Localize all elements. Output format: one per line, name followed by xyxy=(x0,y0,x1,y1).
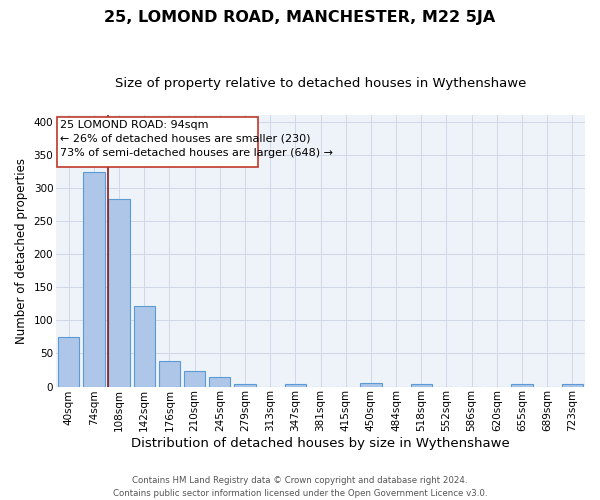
Bar xyxy=(209,378,230,386)
Bar xyxy=(410,384,432,386)
Bar xyxy=(58,337,79,386)
Bar xyxy=(109,200,130,386)
Bar xyxy=(360,383,382,386)
Bar xyxy=(234,384,256,386)
Text: 25 LOMOND ROAD: 94sqm
← 26% of detached houses are smaller (230)
73% of semi-det: 25 LOMOND ROAD: 94sqm ← 26% of detached … xyxy=(60,120,333,158)
Y-axis label: Number of detached properties: Number of detached properties xyxy=(15,158,28,344)
Bar xyxy=(159,362,180,386)
Bar xyxy=(184,370,205,386)
Bar xyxy=(562,384,583,386)
Bar xyxy=(83,172,104,386)
Text: Contains HM Land Registry data © Crown copyright and database right 2024.
Contai: Contains HM Land Registry data © Crown c… xyxy=(113,476,487,498)
FancyBboxPatch shape xyxy=(58,116,257,167)
Title: Size of property relative to detached houses in Wythenshawe: Size of property relative to detached ho… xyxy=(115,78,526,90)
Bar xyxy=(284,384,306,386)
Bar xyxy=(511,384,533,386)
Text: 25, LOMOND ROAD, MANCHESTER, M22 5JA: 25, LOMOND ROAD, MANCHESTER, M22 5JA xyxy=(104,10,496,25)
X-axis label: Distribution of detached houses by size in Wythenshawe: Distribution of detached houses by size … xyxy=(131,437,510,450)
Bar xyxy=(134,306,155,386)
